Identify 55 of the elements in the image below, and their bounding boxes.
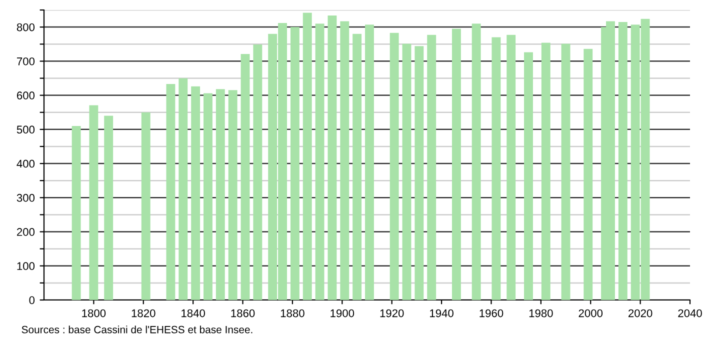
y-tick-label: 200: [16, 228, 35, 236]
bar: [89, 105, 98, 300]
bar: [472, 24, 481, 300]
bar: [315, 24, 324, 300]
y-tick-label: 600: [17, 92, 35, 100]
y-tick-label: 300: [16, 194, 35, 202]
bar: [72, 126, 81, 300]
y-tick-label: 0: [29, 296, 35, 304]
bar: [141, 112, 150, 300]
bar: [290, 27, 300, 300]
bar: [452, 28, 461, 300]
bar: [328, 15, 337, 300]
x-tick-label: 1960: [480, 309, 504, 318]
x-tick-label: 1940: [430, 309, 454, 318]
bar: [561, 44, 570, 300]
bar: [178, 78, 188, 300]
bar: [216, 89, 225, 300]
bar: [253, 44, 262, 300]
bar: [584, 48, 593, 300]
x-tick-label: 1980: [529, 309, 553, 318]
bar: [618, 22, 628, 300]
y-tick-label: 500: [16, 126, 35, 134]
bar: [365, 24, 374, 300]
x-tick-label: 2040: [678, 309, 702, 318]
bar: [402, 44, 412, 300]
bar: [302, 12, 312, 300]
bar: [166, 84, 176, 300]
y-tick-label: 100: [17, 262, 35, 270]
y-tick-label: 700: [17, 57, 35, 66]
bar: [492, 37, 501, 300]
bar: [506, 34, 516, 300]
bar: [191, 86, 200, 300]
bar: [352, 34, 362, 300]
bar: [414, 46, 424, 300]
x-tick-label: 1860: [231, 309, 255, 318]
bar: [104, 116, 114, 300]
bar: [427, 34, 436, 300]
x-tick-label: 2000: [578, 309, 603, 318]
source-note: Sources : base Cassini de l'EHESS et base Insee.: [22, 326, 252, 334]
bar: [390, 32, 399, 300]
bar: [541, 42, 550, 300]
x-tick-label: 1840: [182, 309, 205, 318]
y-tick-label: 400: [16, 160, 35, 168]
y-tick-label: 800: [16, 23, 35, 32]
bar: [240, 54, 250, 300]
x-tick-label: 2020: [628, 309, 652, 318]
bar: [340, 21, 350, 300]
bar: [524, 52, 533, 300]
x-tick-label: 1800: [82, 309, 106, 318]
x-tick-label: 1900: [330, 309, 354, 318]
bar: [204, 93, 212, 300]
x-tick-label: 1880: [280, 309, 304, 318]
bar: [228, 90, 238, 300]
x-tick-label: 1920: [380, 309, 404, 318]
x-tick-label: 1820: [132, 309, 156, 318]
